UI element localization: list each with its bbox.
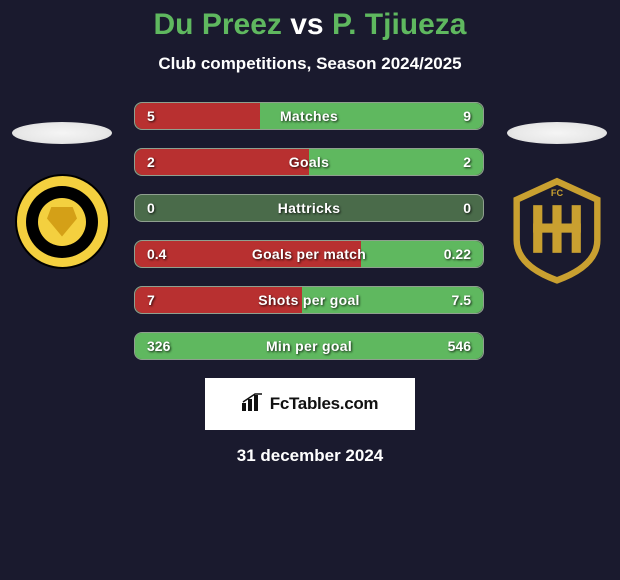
player1-name: Du Preez <box>154 8 282 41</box>
date-label: 31 december 2024 <box>0 446 620 466</box>
stat-row: 2Goals2 <box>134 148 484 176</box>
comparison-main: 5Matches9 2Goals2 0Hattricks0 0.4Goals per … <box>0 102 620 360</box>
stat-label: Matches <box>135 108 483 124</box>
stat-label: Shots per goal <box>135 292 483 308</box>
watermark: FcTables.com <box>205 378 415 430</box>
stat-row: 7Shots per goal7.5 <box>134 286 484 314</box>
player2-name: P. Tjiueza <box>332 8 467 41</box>
vs-label: vs <box>290 8 323 41</box>
svg-text:FC: FC <box>551 188 564 198</box>
stat-value-right: 0 <box>463 200 471 216</box>
stat-label: Goals per match <box>135 246 483 262</box>
right-side: FC <box>502 102 612 284</box>
stat-label: Hattricks <box>135 200 483 216</box>
club-badge-right: FC <box>502 174 612 284</box>
kaizer-chiefs-icon <box>26 186 98 258</box>
fctables-icon <box>242 393 264 416</box>
stat-row: 0Hattricks0 <box>134 194 484 222</box>
cape-town-city-icon: FC <box>502 174 612 284</box>
page-title: Du Preez vs P. Tjiueza <box>0 8 620 42</box>
stat-row: 0.4Goals per match0.22 <box>134 240 484 268</box>
stat-value-right: 9 <box>463 108 471 124</box>
stat-value-right: 7.5 <box>452 292 471 308</box>
subtitle: Club competitions, Season 2024/2025 <box>0 54 620 74</box>
stat-label: Min per goal <box>135 338 483 354</box>
watermark-text: FcTables.com <box>270 394 379 414</box>
stats-column: 5Matches9 2Goals2 0Hattricks0 0.4Goals per … <box>134 102 484 360</box>
stat-row: 326Min per goal546 <box>134 332 484 360</box>
stat-value-right: 0.22 <box>444 246 471 262</box>
player1-avatar-placeholder <box>12 122 112 144</box>
left-side <box>8 102 116 269</box>
stat-row: 5Matches9 <box>134 102 484 130</box>
stat-value-right: 546 <box>448 338 471 354</box>
container: Du Preez vs P. Tjiueza Club competitions… <box>0 0 620 466</box>
stat-label: Goals <box>135 154 483 170</box>
player2-avatar-placeholder <box>507 122 607 144</box>
club-badge-left <box>15 174 110 269</box>
stat-value-right: 2 <box>463 154 471 170</box>
